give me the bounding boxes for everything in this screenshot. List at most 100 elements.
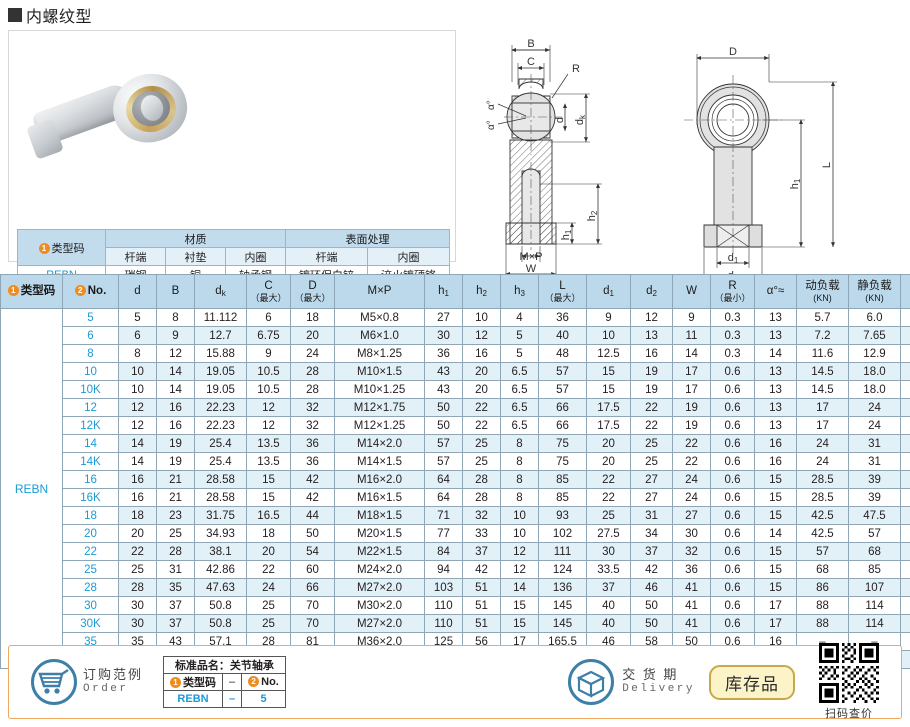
spec-cell-static-load: 7.65 [848,326,901,345]
order-value-no: 5 [241,690,286,708]
table-row: 18 18 23 31.75 16.5 44 M18×1.5 71 32 10 93 25 31 27 0.… [1,506,910,525]
spec-cell-static-load: 24 [848,416,901,435]
spec-cell-no[interactable]: 14 [62,434,119,453]
delivery-box-icon [568,659,615,705]
spec-cell-mxp: M14×1.5 [334,452,425,471]
spec-cell-no[interactable]: 12K [62,416,119,435]
spec-cell-dynamic-load: 86 [796,578,849,597]
order-header-row: 1 类型码 – 2 No. [163,673,286,691]
spec-cell-h3: 4 [500,308,539,327]
spec-header-weight: 重量(kg) [900,274,910,309]
spec-cell-B: 28 [156,542,195,561]
spec-cell-alpha: 15 [754,506,797,525]
spec-cell-no[interactable]: 16K [62,488,119,507]
rod-end-bearing-photo [26,66,199,181]
spec-cell-alpha: 16 [754,434,797,453]
spec-header-L-sub: （最大） [544,292,581,303]
spec-cell-W: 17 [672,380,711,399]
spec-cell-B: 21 [156,470,195,489]
spec-cell-no[interactable]: 12 [62,398,119,417]
spec-cell-alpha: 15 [754,560,797,579]
spec-header-D: D （最大） [290,274,335,309]
spec-cell-h3: 10 [500,506,539,525]
spec-header-no-label: No. [87,284,107,297]
spec-cell-d: 8 [118,344,157,363]
spec-cell-D: 42 [290,470,335,489]
spec-cell-L: 36 [538,308,587,327]
spec-cell-mxp: M8×1.25 [334,344,425,363]
spec-cell-R: 0.6 [710,470,755,489]
spec-cell-dynamic-load: 24 [796,452,849,471]
spec-header-h3: h3 [500,274,539,309]
order-col1-header: 1 类型码 [163,673,224,691]
spec-cell-no[interactable]: 6 [62,326,119,345]
spec-cell-L: 124 [538,560,587,579]
spec-cell-h1: 27 [424,308,463,327]
delivery-label-en: Delivery [622,683,695,696]
spec-cell-D: 66 [290,578,335,597]
spec-cell-W: 30 [672,524,711,543]
order-col2-header: 2 No. [241,673,286,691]
spec-cell-no[interactable]: 30 [62,596,119,615]
spec-header-R-main: R [728,279,737,292]
spec-cell-no[interactable]: 25 [62,560,119,579]
spec-cell-alpha: 13 [754,326,797,345]
order-col1-label: 类型码 [183,677,217,689]
material-table-group-row: 1 类型码 材质 表面处理 [17,229,450,266]
surface-sub-rodend: 杆端 [285,247,368,266]
spec-cell-no[interactable]: 5 [62,308,119,327]
spec-cell-no[interactable]: 18 [62,506,119,525]
spec-cell-no[interactable]: 22 [62,542,119,561]
spec-cell-static-load: 12.9 [848,344,901,363]
spec-cell-dk: 19.05 [194,380,247,399]
spec-cell-d1: 22 [586,470,631,489]
spec-cell-no[interactable]: 30K [62,614,119,633]
spec-cell-h3: 8 [500,488,539,507]
spec-cell-static-load: 24 [848,398,901,417]
spec-cell-h3: 6.5 [500,362,539,381]
spec-cell-alpha: 17 [754,614,797,633]
spec-cell-mxp: M18×1.5 [334,506,425,525]
spec-cell-d: 12 [118,416,157,435]
spec-cell-d2: 22 [630,398,673,417]
spec-cell-weight: 0.100 [900,416,910,435]
spec-header-no: 2 No. [62,274,119,309]
spec-cell-d1: 40 [586,596,631,615]
order-label-en: Order [83,683,129,696]
spec-header-R: R （最小） [710,274,755,309]
table-row: 22 22 28 38.1 20 54 M22×1.5 84 37 12 111 30 37 32 0.6 1… [1,542,910,561]
spec-header-B: B [156,274,195,309]
spec-cell-no[interactable]: 8 [62,344,119,363]
spec-cell-weight: 0.220 [900,470,910,489]
spec-cell-L: 85 [538,488,587,507]
spec-cell-h1: 103 [424,578,463,597]
spec-cell-mxp: M22×1.5 [334,542,425,561]
spec-cell-h2: 10 [462,308,501,327]
spec-cell-d2: 42 [630,560,673,579]
spec-cell-d1: 22 [586,488,631,507]
table-row: 20 20 25 34.93 18 50 M20×1.5 77 33 10 102 27.5 34 30 0… [1,524,910,543]
spec-cell-no[interactable]: 14K [62,452,119,471]
spec-cell-d: 10 [118,362,157,381]
spec-cell-h3: 6.5 [500,380,539,399]
spec-header-static-load: 静负载 (KN) [848,274,901,309]
spec-cell-R: 0.6 [710,380,755,399]
spec-cell-no[interactable]: 10K [62,380,119,399]
spec-cell-weight: 0.220 [900,488,910,507]
spec-cell-weight: 0.540 [900,560,910,579]
table-row: 14 14 19 25.4 13.5 36 M14×2.0 57 25 8 75 20 25 22 0.6 1… [1,434,910,453]
spec-cell-weight: 0.016 [900,308,910,327]
spec-cell-dk: 19.05 [194,362,247,381]
spec-cell-dynamic-load: 28.5 [796,488,849,507]
spec-cell-d: 30 [118,614,157,633]
spec-header-C: C （最大） [246,274,291,309]
material-sub-rodend: 杆端 [105,247,166,266]
spec-cell-no[interactable]: 10 [62,362,119,381]
table-row: 6 6 9 12.7 6.75 20 M6×1.0 30 12 5 40 10 13 11 0.3 13 7.2… [1,326,910,345]
spec-cell-static-load: 107 [848,578,901,597]
spec-cell-no[interactable]: 28 [62,578,119,597]
table-row: 16K 16 21 28.58 15 42 M16×1.5 64 28 8 85 22 27 24 0.6 1… [1,488,910,507]
spec-cell-no[interactable]: 16 [62,470,119,489]
spec-cell-C: 6.75 [246,326,291,345]
spec-cell-no[interactable]: 20 [62,524,119,543]
